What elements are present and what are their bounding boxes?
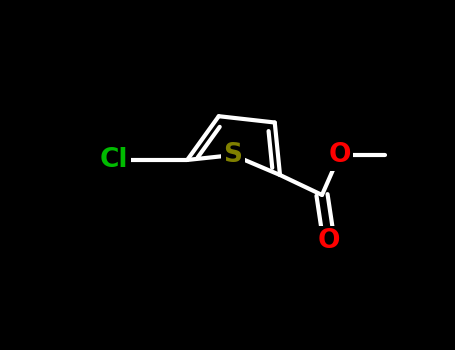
Text: Cl: Cl [100,147,128,173]
Text: S: S [223,142,243,168]
Text: O: O [318,229,340,254]
Text: O: O [328,142,351,168]
